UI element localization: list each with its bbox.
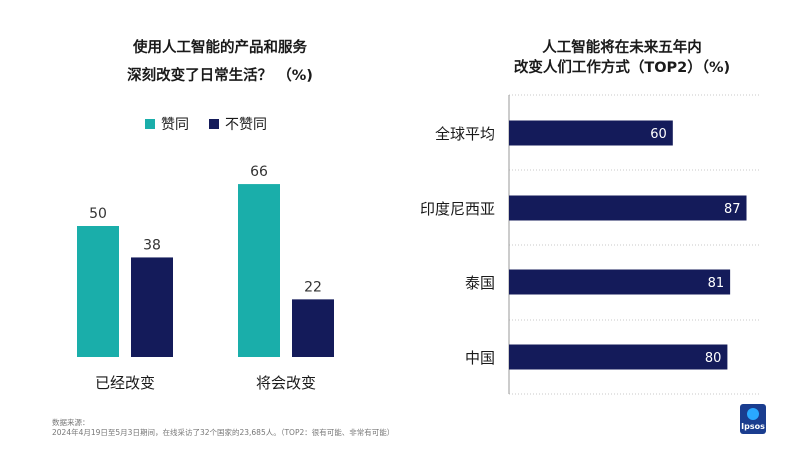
hbar-label-0: 60: [650, 127, 667, 142]
hbar-category-2: 泰国: [465, 274, 495, 292]
right-title-line2: 改变人们工作方式（TOP2）（%): [513, 60, 731, 76]
right-chart-title: 人工智能将在未来五年内 改变人们工作方式（TOP2）（%): [452, 38, 792, 78]
hbar-label-2: 81: [708, 276, 725, 291]
hbar-1: [509, 195, 747, 221]
bar-0-0: [77, 226, 119, 357]
hbar-label-1: 87: [724, 202, 741, 217]
logo-mark-icon: [747, 408, 759, 420]
bar-1-0: [238, 184, 280, 357]
legend-item-disagree: 不赞同: [209, 114, 267, 134]
category-label-1: 将会改变: [256, 374, 316, 392]
category-label-0: 已经改变: [95, 374, 155, 392]
data-label-1-1: 22: [304, 279, 322, 295]
legend-label-disagree: 不赞同: [225, 117, 267, 133]
right-title-line1: 人工智能将在未来五年内: [542, 40, 702, 56]
footnote: 数据来源： 2024年4月19日至5月3日期间，在线采访了32个国家的23,68…: [52, 418, 394, 438]
legend-item-agree: 赞同: [145, 114, 189, 134]
footnote-text: 2024年4月19日至5月3日期间，在线采访了32个国家的23,685人。（TO…: [52, 428, 395, 437]
hbar-category-0: 全球平均: [435, 125, 495, 143]
hbar-category-3: 中国: [465, 349, 495, 367]
ipsos-logo: Ipsos: [740, 404, 766, 434]
bar-0-1: [131, 257, 173, 357]
legend-swatch-agree: [145, 119, 155, 129]
logo-text: Ipsos: [741, 422, 765, 431]
left-title-line2: 深刻改变了日常生活？ （%): [127, 68, 313, 84]
legend-label-agree: 赞同: [161, 117, 189, 133]
hbar-category-1: 印度尼西亚: [420, 200, 495, 218]
hbar-3: [509, 344, 728, 370]
bar-1-1: [292, 299, 334, 357]
data-label-0-1: 38: [143, 237, 161, 253]
left-chart-title: 使用人工智能的产品和服务 深刻改变了日常生活？ （%): [60, 34, 380, 90]
hbar-0: [509, 120, 673, 146]
left-legend: 赞同 不赞同: [145, 114, 267, 134]
hbar-2: [509, 269, 731, 295]
data-label-0-0: 50: [89, 206, 107, 222]
data-label-1-0: 66: [250, 164, 268, 180]
hbar-label-3: 80: [705, 351, 722, 366]
left-title-line1: 使用人工智能的产品和服务: [133, 40, 307, 56]
legend-swatch-disagree: [209, 119, 219, 129]
footnote-label: 数据来源：: [52, 418, 90, 427]
